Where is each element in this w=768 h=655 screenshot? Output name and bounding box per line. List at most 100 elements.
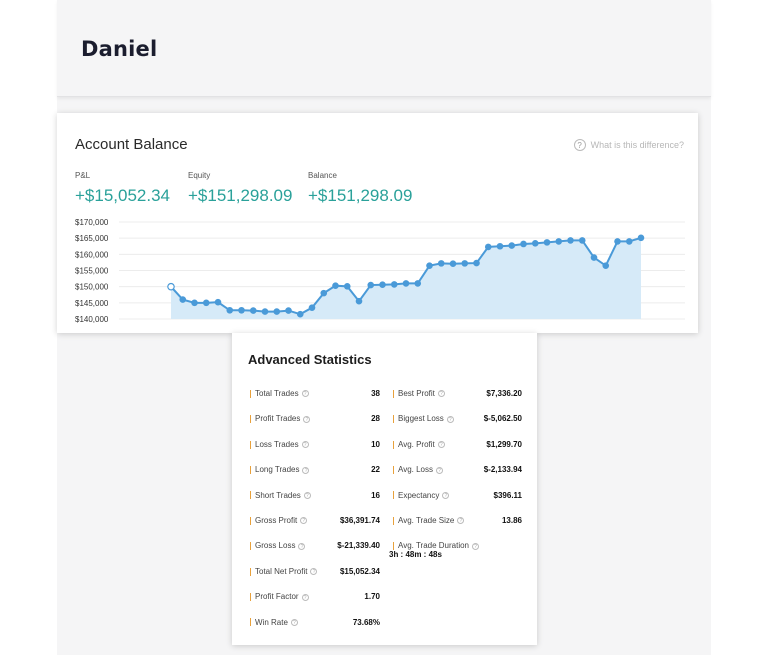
- label-marker: [393, 491, 394, 500]
- stat-label: Loss Trades: [255, 439, 299, 449]
- data-point: [602, 262, 610, 269]
- balance-area: [171, 237, 641, 319]
- stat-value: $-2,133.94: [483, 465, 522, 475]
- label-marker: [393, 389, 394, 398]
- data-point: [555, 238, 563, 245]
- label-marker: [250, 542, 251, 551]
- info-icon[interactable]: ?: [437, 441, 445, 449]
- stat-label: Best Profit: [398, 389, 435, 398]
- y-tick-label: $155,000: [75, 267, 109, 276]
- data-point: [379, 281, 386, 289]
- profile-header: Daniel: [57, 0, 711, 97]
- info-icon[interactable]: ?: [472, 542, 480, 550]
- data-point: [343, 283, 351, 290]
- data-point: [614, 238, 621, 245]
- stat-label: Profit Factor: [255, 592, 299, 602]
- data-point: [167, 282, 175, 291]
- info-icon[interactable]: ?: [301, 593, 309, 601]
- data-point: [179, 296, 187, 303]
- stat-value: $15,052.34: [339, 566, 380, 576]
- data-point: [508, 242, 516, 249]
- stat-row: Profit Trades? 28: [250, 413, 380, 425]
- info-icon[interactable]: ?: [298, 542, 306, 550]
- info-icon[interactable]: ?: [435, 466, 443, 474]
- stat-value: 22: [371, 465, 380, 475]
- stat-row: Gross Profit? $36,391.74: [250, 515, 380, 527]
- stat-label: Avg. Loss: [398, 465, 433, 475]
- label-marker: [250, 567, 251, 576]
- info-icon[interactable]: ?: [303, 415, 311, 423]
- data-point: [367, 281, 375, 289]
- data-point: [520, 240, 527, 248]
- info-icon[interactable]: ?: [301, 441, 309, 449]
- data-point: [238, 306, 245, 314]
- stat-value: $1,299.70: [486, 439, 522, 449]
- label-marker: [250, 593, 251, 602]
- data-point: [461, 260, 469, 267]
- stat-label: Short Trades: [255, 490, 301, 500]
- data-point: [625, 238, 633, 245]
- stat-row: Avg. Profit? $1,299.70: [393, 439, 522, 451]
- stat-value: 16: [371, 490, 380, 500]
- stat-value: 73.68%: [352, 617, 380, 627]
- data-point: [390, 281, 398, 288]
- label-marker: [393, 516, 394, 525]
- data-point: [414, 280, 422, 287]
- stat-row: Total Net Profit? $15,052.34: [250, 566, 380, 578]
- stat-label: Expectancy: [398, 490, 440, 500]
- y-tick-label: $160,000: [75, 250, 109, 259]
- data-point: [214, 298, 222, 306]
- info-icon[interactable]: ?: [300, 517, 308, 525]
- account-balance-card: Account Balance ? What is this differenc…: [57, 113, 698, 333]
- stat-label: Total Trades: [255, 389, 299, 398]
- data-point: [578, 237, 586, 244]
- data-point: [449, 260, 457, 268]
- info-icon[interactable]: ?: [290, 618, 298, 626]
- y-tick-label: $170,000: [75, 218, 109, 227]
- stat-row: Avg. Trade Size? 13.86: [393, 515, 522, 527]
- data-point: [426, 262, 433, 269]
- data-point: [226, 306, 234, 314]
- label-marker: [250, 618, 251, 627]
- help-link[interactable]: ? What is this difference?: [573, 139, 684, 151]
- info-icon[interactable]: ?: [442, 491, 450, 499]
- data-point: [191, 299, 198, 307]
- stat-value: $-5,062.50: [483, 414, 522, 424]
- stat-row: Best Profit? $7,336.20: [393, 388, 522, 400]
- stat-row: Total Trades? 38: [250, 388, 380, 400]
- label-marker: [250, 516, 251, 525]
- advanced-statistics-card: Advanced Statistics Total Trades? 38 Profi…: [232, 333, 537, 645]
- stat-row: Profit Factor? 1.70: [250, 591, 380, 603]
- metric-label: Equity: [188, 171, 211, 180]
- label-marker: [250, 491, 251, 500]
- data-point: [296, 310, 304, 318]
- help-link-label: What is this difference?: [590, 140, 684, 150]
- stat-row: Long Trades? 22: [250, 464, 380, 476]
- stat-value: 13.86: [501, 516, 522, 525]
- info-icon[interactable]: ?: [302, 466, 310, 474]
- label-marker: [250, 389, 251, 398]
- stat-row: Avg. Loss? $-2,133.94: [393, 464, 522, 476]
- stat-value: 28: [371, 414, 380, 424]
- y-tick-label: $145,000: [75, 299, 109, 308]
- data-point: [567, 237, 574, 244]
- question-icon: ?: [573, 139, 586, 151]
- info-icon[interactable]: ?: [303, 491, 311, 499]
- label-marker: [250, 466, 251, 475]
- info-icon[interactable]: ?: [446, 415, 454, 423]
- info-icon[interactable]: ?: [310, 568, 318, 576]
- info-icon[interactable]: ?: [457, 517, 465, 525]
- data-point: [473, 259, 480, 267]
- data-point: [637, 234, 645, 242]
- stat-value: $396.11: [493, 490, 522, 500]
- y-tick-label: $165,000: [75, 234, 109, 243]
- label-marker: [393, 415, 394, 424]
- metric-value: +$15,052.34: [75, 186, 171, 205]
- data-point: [484, 243, 492, 251]
- stat-row: Win Rate? 73.68%: [250, 617, 380, 629]
- info-icon[interactable]: ?: [437, 390, 445, 398]
- stat-row: Avg. Trade Duration?: [393, 540, 522, 552]
- label-marker: [393, 440, 394, 449]
- info-icon[interactable]: ?: [301, 390, 309, 398]
- data-point: [355, 297, 363, 305]
